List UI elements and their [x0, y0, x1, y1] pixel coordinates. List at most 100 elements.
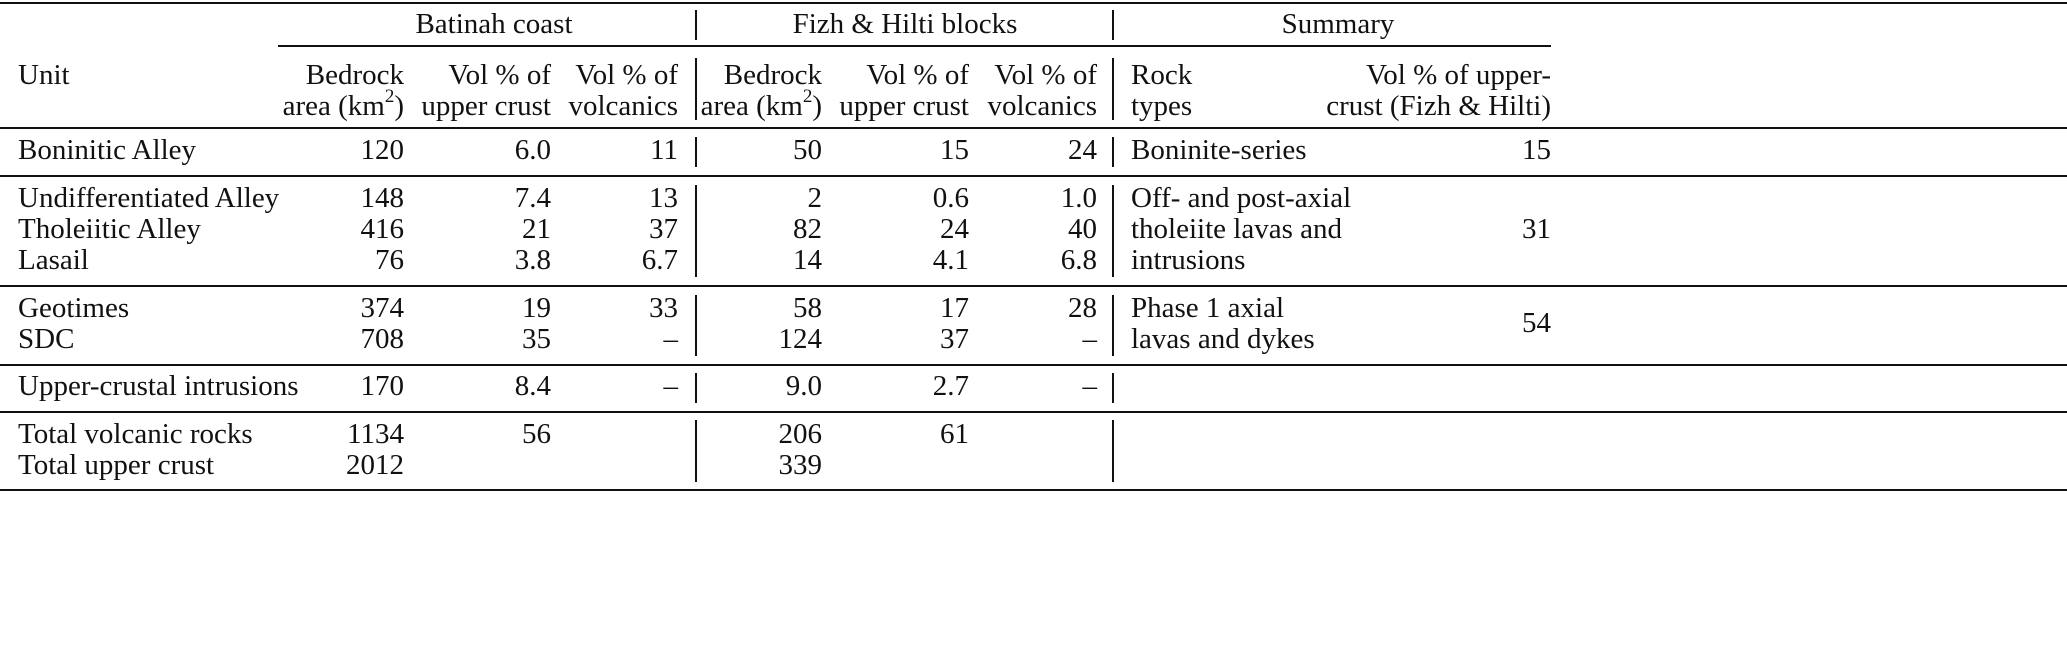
- cell-fizh-upper: 0.6: [932, 182, 969, 214]
- header-bottom-rule: [0, 127, 2067, 129]
- cell-fizh-area: 58: [793, 292, 822, 324]
- cell-batinah-area: 416: [360, 213, 405, 245]
- column-header-batinah-volupper-line1: Vol % of: [448, 59, 551, 91]
- cell-fizh-area: 339: [778, 449, 823, 481]
- cell-batinah-area: 120: [360, 134, 405, 166]
- column-header-fizh-volupper-line2: upper crust: [839, 90, 969, 122]
- column-header-unit: Unit: [18, 59, 70, 91]
- column-header-fizh-volvolc-line1: Vol % of: [994, 59, 1097, 91]
- cell-fizh-area: 82: [793, 213, 822, 245]
- cell-fizh-area: 124: [778, 323, 823, 355]
- cell-unit: Total volcanic rocks: [18, 418, 253, 450]
- cell-fizh-volc: 1.0: [1060, 182, 1097, 214]
- cell-fizh-upper: 24: [940, 213, 969, 245]
- cell-batinah-upper: 21: [522, 213, 551, 245]
- cell-fizh-volc: 40: [1068, 213, 1097, 245]
- column-header-batinah-volvolc-line2: volcanics: [568, 90, 678, 122]
- separator-fizh-summary-top: [1112, 10, 1114, 40]
- column-header-summary-vol-line1: Vol % of upper-: [1366, 59, 1551, 91]
- cell-fizh-upper: 2.7: [932, 370, 969, 402]
- top-rule: [0, 2, 2067, 4]
- cell-batinah-upper: 35: [522, 323, 551, 355]
- bottom-rule: [0, 489, 2067, 491]
- unit-text: area (km: [700, 90, 803, 122]
- cell-batinah-upper: 7.4: [514, 182, 551, 214]
- cell-unit: Upper-crustal intrusions: [18, 370, 299, 402]
- summary-rock-type: intrusions: [1131, 244, 1246, 276]
- cell-batinah-volc: 33: [649, 292, 678, 324]
- cell-unit: Total upper crust: [18, 449, 215, 481]
- cell-fizh-upper: 15: [940, 134, 969, 166]
- cell-batinah-upper: 19: [522, 292, 551, 324]
- summary-rock-type: tholeiite lavas and: [1131, 213, 1342, 245]
- separator-fizh-summary-header: [1112, 58, 1114, 120]
- summary-value: 54: [1522, 307, 1551, 339]
- cell-batinah-upper: 6.0: [514, 134, 551, 166]
- cell-batinah-area: 374: [360, 292, 405, 324]
- column-header-batinah-bedrock-line2: area (km2): [260, 86, 404, 127]
- cell-batinah-volc: 6.7: [641, 244, 678, 276]
- cell-batinah-area: 76: [375, 244, 404, 276]
- group-header-batinah: Batinah coast: [415, 8, 573, 40]
- cell-unit: Boninitic Alley: [18, 134, 197, 166]
- summary-value: 15: [1522, 134, 1551, 166]
- unit-close: ): [394, 90, 404, 122]
- cell-batinah-volc: 11: [650, 134, 678, 166]
- column-header-fizh-volupper-line1: Vol % of: [866, 59, 969, 91]
- cell-fizh-volc: 24: [1068, 134, 1097, 166]
- summary-rock-type: Phase 1 axial: [1131, 292, 1285, 324]
- cell-fizh-area: 2: [807, 182, 823, 214]
- separator-batinah-fizh-top: [695, 10, 697, 40]
- cell-fizh-upper: 37: [940, 323, 969, 355]
- column-header-rock-types-line1: Rock: [1131, 59, 1193, 91]
- separator-batinah-fizh-sec3: [695, 295, 697, 356]
- separator-batinah-fizh-sec2: [695, 185, 697, 277]
- cell-batinah-area: 708: [360, 323, 405, 355]
- column-header-fizh-bedrock-line1: Bedrock: [723, 59, 822, 91]
- cell-fizh-area: 50: [793, 134, 822, 166]
- cell-batinah-area: 2012: [346, 449, 404, 481]
- cell-fizh-volc: –: [1082, 323, 1098, 355]
- cell-batinah-volc: 37: [649, 213, 678, 245]
- section-rule-4: [0, 411, 2067, 413]
- cell-unit: SDC: [18, 323, 75, 355]
- cell-fizh-volc: –: [1082, 370, 1098, 402]
- separator-fizh-summary-sec4: [1112, 373, 1114, 403]
- cell-batinah-upper: 3.8: [514, 244, 551, 276]
- cell-batinah-volc: –: [663, 370, 679, 402]
- summary-rock-type: lavas and dykes: [1131, 323, 1315, 355]
- column-header-batinah-volupper-line2: upper crust: [421, 90, 551, 122]
- group-underline: [278, 45, 1551, 47]
- column-header-summary-vol-line2: crust (Fizh & Hilti): [1326, 90, 1551, 122]
- cell-fizh-upper: 17: [940, 292, 969, 324]
- separator-fizh-summary-sec3: [1112, 295, 1114, 356]
- group-header-summary: Summary: [1281, 8, 1395, 40]
- separator-fizh-summary-sec5: [1112, 420, 1114, 482]
- cell-unit: Undifferentiated Alley: [18, 182, 280, 214]
- summary-value: 31: [1522, 213, 1551, 245]
- cell-batinah-area: 148: [360, 182, 405, 214]
- separator-batinah-fizh-header: [695, 58, 697, 120]
- summary-rock-type: Off- and post-axial: [1131, 182, 1352, 214]
- separator-batinah-fizh-sec5: [695, 420, 697, 482]
- cell-batinah-area: 170: [360, 370, 405, 402]
- cell-unit: Geotimes: [18, 292, 130, 324]
- superscript: 2: [384, 86, 395, 108]
- column-header-rock-types-line2: types: [1131, 90, 1193, 122]
- unit-text: area (km: [282, 90, 385, 122]
- cell-fizh-area: 206: [778, 418, 823, 450]
- superscript: 2: [802, 86, 813, 108]
- separator-fizh-summary-sec2: [1112, 185, 1114, 277]
- column-header-fizh-bedrock-line2: area (km2): [690, 86, 822, 127]
- summary-rock-type: Boninite-series: [1131, 134, 1307, 166]
- section-rule-3: [0, 364, 2067, 366]
- cell-fizh-volc: 6.8: [1060, 244, 1097, 276]
- cell-batinah-volc: 13: [649, 182, 678, 214]
- separator-batinah-fizh-row1: [695, 137, 697, 167]
- cell-batinah-area: 1134: [347, 418, 404, 450]
- column-header-batinah-volvolc-line1: Vol % of: [575, 59, 678, 91]
- cell-fizh-area: 9.0: [785, 370, 822, 402]
- column-header-batinah-bedrock-line1: Bedrock: [305, 59, 404, 91]
- column-header-fizh-volvolc-line2: volcanics: [987, 90, 1097, 122]
